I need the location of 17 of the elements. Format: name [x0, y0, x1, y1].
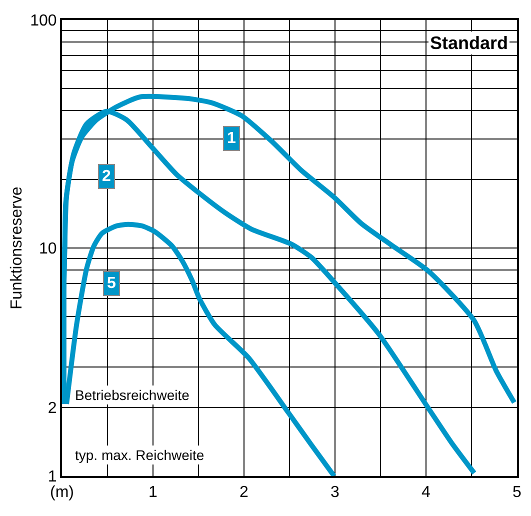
x-tick-label: 1: [148, 484, 158, 502]
annotation: Betriebsreichweite: [75, 387, 190, 403]
series-label: 2: [102, 168, 111, 185]
y-axis-title: Funktionsreserve: [8, 186, 26, 310]
series-label: 5: [107, 275, 116, 292]
y-tick-label: 2: [48, 400, 57, 417]
y-tick-label: 100: [30, 12, 57, 30]
x-tick-label: 2: [240, 484, 249, 502]
annotation: Standard: [430, 33, 508, 53]
y-tick-label: 10: [39, 240, 57, 258]
x-tick-label: 4: [422, 484, 431, 502]
x-tick-label: (m): [50, 484, 74, 502]
series-label: 1: [227, 130, 236, 147]
y-tick-label: 1: [48, 468, 57, 486]
x-tick-label: 5: [512, 484, 522, 502]
x-tick-label: 3: [330, 484, 340, 502]
annotation: typ. max. Reichweite: [75, 447, 204, 463]
